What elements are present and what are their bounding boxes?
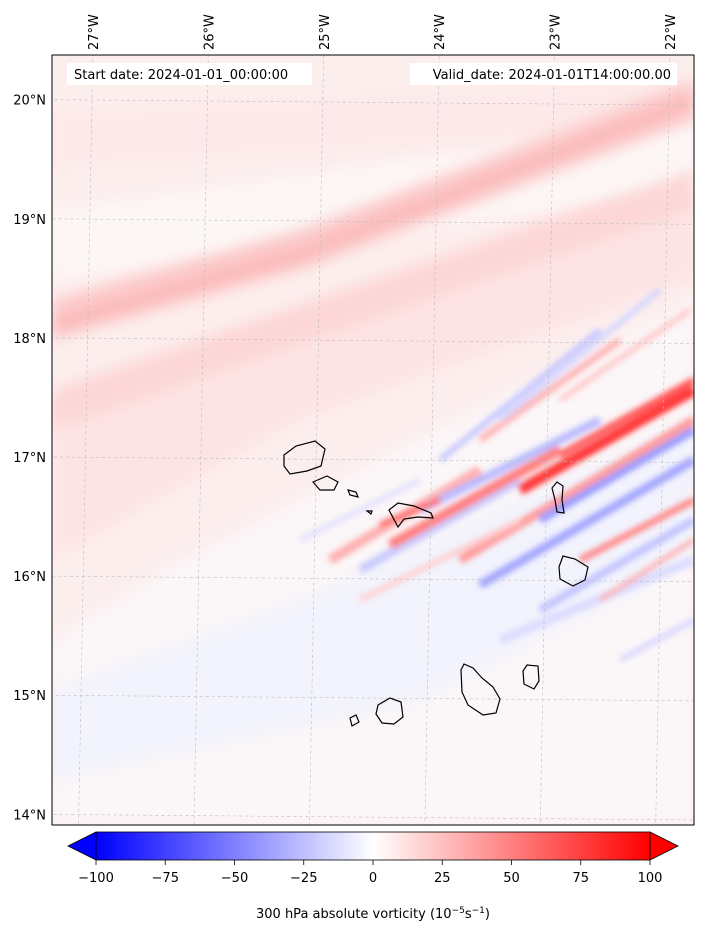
parallel-gridline — [52, 814, 694, 821]
lon-label: 26°W — [202, 14, 217, 50]
parallel-gridline — [52, 99, 694, 106]
island-santo-antao — [283, 440, 326, 475]
lon-label: 27°W — [87, 14, 102, 50]
island-brava — [349, 714, 360, 727]
colorbar-tick-label: −25 — [290, 871, 317, 886]
island-sao-nicolau — [388, 502, 434, 529]
valid-date-label: Valid_date: 2024-01-01T14:00:00.00 — [433, 68, 671, 83]
coastlines — [283, 440, 589, 727]
colorbar-tick-label: 25 — [434, 871, 451, 886]
meridian-gridline — [424, 55, 440, 825]
parallel-gridline — [52, 337, 694, 344]
colorbar-tick-label: −100 — [78, 871, 114, 886]
island-boa-vista — [558, 555, 589, 587]
island-fogo — [375, 697, 404, 725]
colorbar-tick-label: −50 — [221, 871, 248, 886]
colorbar-extend-max — [649, 831, 679, 861]
colorbar-ticks: −100 −75 −50 −25 0 25 50 75 100 — [78, 860, 662, 886]
colorbar-tick-label: 50 — [503, 871, 520, 886]
parallel-gridline — [52, 456, 694, 463]
lat-label: 20°N — [13, 94, 46, 109]
colorbar-tick-label: 100 — [638, 871, 663, 886]
parallel-gridline — [52, 575, 694, 582]
start-date-box: Start date: 2024-01-01_00:00:00 — [67, 63, 312, 85]
lon-label: 22°W — [664, 14, 679, 50]
longitude-labels: 27°W 26°W 25°W 24°W 23°W 22°W — [87, 14, 679, 50]
island-sal — [551, 481, 565, 514]
island-raso — [365, 510, 373, 515]
colorbar-extend-min — [67, 831, 97, 861]
island-santiago — [460, 663, 501, 716]
colorbar-tick-label: 75 — [572, 871, 589, 886]
lon-label: 24°W — [433, 14, 448, 50]
colorbar-body — [95, 831, 651, 861]
island-santa-luzia — [347, 489, 359, 498]
lat-label: 14°N — [13, 808, 46, 823]
lat-label: 17°N — [13, 451, 46, 466]
island-maio — [522, 664, 540, 690]
lat-label: 18°N — [13, 332, 46, 347]
lat-label: 16°N — [13, 570, 46, 585]
eddy-streaks — [298, 287, 694, 663]
lat-label: 15°N — [13, 689, 46, 704]
colorbar: −100 −75 −50 −25 0 25 50 75 100 300 hPa absolute… — [67, 831, 679, 922]
lon-label: 25°W — [318, 14, 333, 50]
lon-label: 23°W — [549, 14, 564, 50]
start-date-label: Start date: 2024-01-01_00:00:00 — [74, 68, 288, 83]
parallel-gridline — [52, 218, 694, 225]
meridian-gridline — [309, 55, 324, 825]
jet-band — [52, 80, 694, 430]
colorbar-tick-label: −75 — [152, 871, 179, 886]
latitude-labels: 20°N 19°N 18°N 17°N 16°N 15°N 14°N — [13, 94, 46, 824]
island-sao-vicente — [312, 475, 339, 491]
map-frame — [51, 54, 695, 826]
lat-label: 19°N — [13, 213, 46, 228]
colorbar-label: 300 hPa absolute vorticity (10−5s−1) — [256, 906, 490, 922]
colorbar-tick-label: 0 — [369, 871, 377, 886]
valid-date-box: Valid_date: 2024-01-01T14:00:00.00 — [410, 63, 677, 85]
parallel-gridline — [52, 694, 694, 702]
